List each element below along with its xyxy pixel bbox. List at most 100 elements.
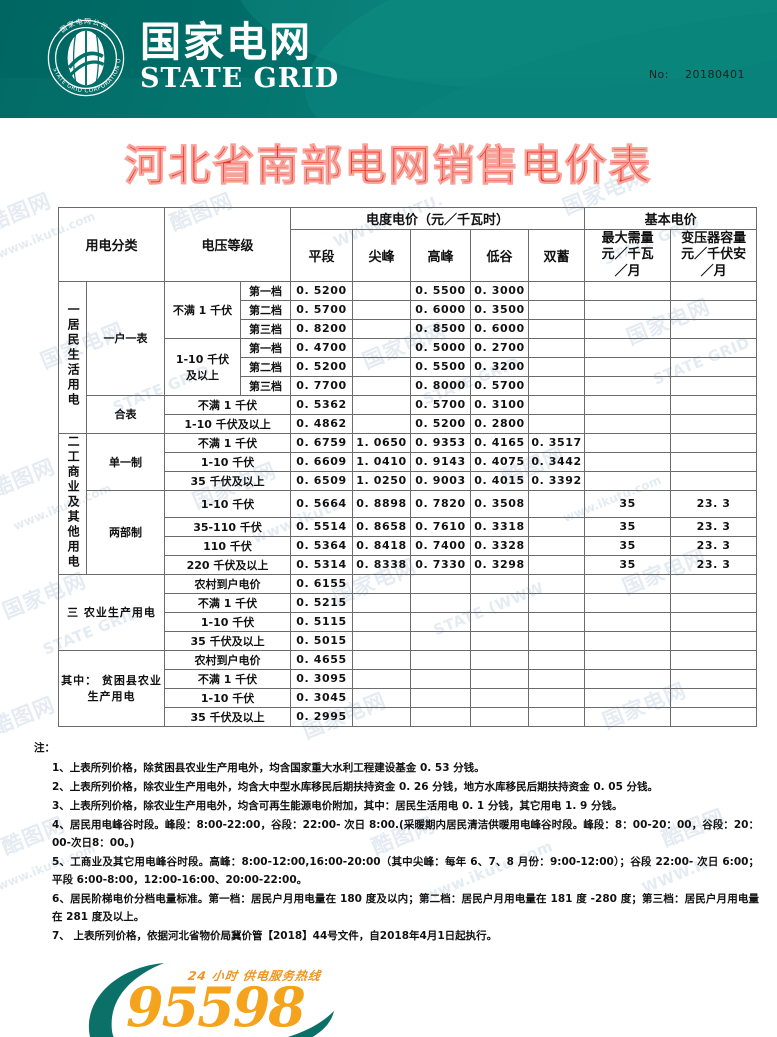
note-item: 3、上表所列价格，除农业生产用电外，均含可再生能源电价附加，其中：居民生活用电 …	[52, 799, 623, 812]
price-flat: 0. 5364	[290, 535, 354, 556]
document-number-value: 20180401	[685, 68, 745, 81]
price-sharp: 1. 0650	[352, 432, 412, 453]
table-row: 35 千伏及以上 0. 2995	[59, 706, 758, 727]
price-dual: 0. 3392	[528, 470, 586, 491]
price-capacity: 23. 3	[670, 489, 758, 518]
price-sharp	[352, 687, 412, 708]
page-title: 河北省南部电网销售电价表	[124, 141, 653, 191]
table-header-row-2: 平段 尖峰 高峰 低谷 双蓄 最大需量 元／千瓦 ／月 变压器容量 元／千伏安 …	[59, 229, 758, 282]
price-flat: 0. 5200	[290, 356, 354, 377]
price-sharp	[352, 592, 412, 613]
price-dual	[528, 649, 586, 670]
price-max-demand: 35	[584, 554, 672, 575]
price-valley	[470, 630, 530, 651]
note-item: 7、 上表所列价格，依据河北省物价局冀价管【2018】44号文件，自2018年4…	[52, 930, 498, 943]
price-flat: 0. 5514	[290, 516, 354, 537]
price-capacity	[670, 649, 758, 670]
price-high: 0. 8500	[410, 318, 472, 339]
price-flat: 0. 5215	[290, 592, 354, 613]
voltage-level-cell: 1-10 千伏	[164, 451, 292, 472]
price-flat: 0. 7700	[290, 375, 354, 396]
price-valley: 0. 4165	[470, 432, 530, 453]
price-high: 0. 6000	[410, 299, 472, 320]
table-row: 110 千伏 0. 5364 0. 8418 0. 7400 0. 3328 3…	[59, 535, 758, 556]
watermark-text: 酷图网	[0, 692, 59, 740]
price-max-demand: 35	[584, 489, 672, 518]
price-high: 0. 5500	[410, 280, 472, 301]
price-sharp	[352, 356, 412, 377]
tier-cell: 第一档	[240, 337, 292, 358]
tier-cell: 第二档	[240, 356, 292, 377]
price-dual	[528, 299, 586, 320]
price-flat: 0. 4655	[290, 649, 354, 670]
brand-logo: 国家电网公司 STATE GRID CORPORATION OF CHINA 国…	[44, 14, 340, 98]
hotline-number: 95598	[126, 975, 306, 1037]
th-valley: 低谷	[470, 229, 530, 282]
price-valley: 0. 3200	[470, 356, 530, 377]
price-flat: 0. 3045	[290, 687, 354, 708]
price-dual	[528, 413, 586, 434]
price-sharp	[352, 375, 412, 396]
price-dual: 0. 3442	[528, 451, 586, 472]
price-high: 0. 9003	[410, 470, 472, 491]
price-capacity	[670, 356, 758, 377]
price-dual	[528, 394, 586, 415]
price-high	[410, 687, 472, 708]
price-valley: 0. 3298	[470, 554, 530, 575]
price-high: 0. 7610	[410, 516, 472, 537]
price-max-demand	[584, 432, 672, 453]
price-capacity	[670, 470, 758, 491]
price-high: 0. 7400	[410, 535, 472, 556]
price-capacity	[670, 706, 758, 727]
price-sharp	[352, 413, 412, 434]
price-valley: 0. 3508	[470, 489, 530, 518]
price-flat: 0. 6509	[290, 470, 354, 491]
price-sharp: 0. 8658	[352, 516, 412, 537]
voltage-level-cell: 1-10 千伏	[164, 687, 292, 708]
brand-name-en: STATE GRID	[140, 62, 340, 94]
price-dual	[528, 592, 586, 613]
price-dual	[528, 535, 586, 556]
hotline-swoosh-icon	[88, 963, 334, 1037]
price-sharp	[352, 611, 412, 632]
price-max-demand: 35	[584, 516, 672, 537]
price-dual	[528, 630, 586, 651]
price-capacity: 23. 3	[670, 554, 758, 575]
price-sharp: 0. 8338	[352, 554, 412, 575]
table-row: 不满 1 千伏 0. 3095	[59, 668, 758, 689]
voltage-level-cell: 35 千伏及以上	[164, 470, 292, 491]
table-row: 第三档 0. 8200 0. 8500 0. 6000	[59, 318, 758, 339]
price-max-demand	[584, 299, 672, 320]
table-row: 35 千伏及以上 0. 5015	[59, 630, 758, 651]
price-capacity: 23. 3	[670, 535, 758, 556]
price-valley	[470, 649, 530, 670]
price-max-demand	[584, 649, 672, 670]
tier-cell: 第三档	[240, 318, 292, 339]
th-max-demand: 最大需量 元／千瓦 ／月	[584, 229, 672, 282]
price-sharp: 1. 0250	[352, 470, 412, 491]
price-capacity	[670, 413, 758, 434]
price-dual	[528, 375, 586, 396]
price-flat: 0. 5314	[290, 554, 354, 575]
notes-section: 注： 1、上表所列价格，除贫困县农业生产用电外，均含国家重大水利工程建设基金 0…	[34, 739, 759, 946]
th-high-peak: 高峰	[410, 229, 472, 282]
price-sharp	[352, 280, 412, 301]
subgroup-one-household-one-meter: 一户一表	[85, 280, 166, 396]
subgroup-combined-meter: 合表	[85, 394, 166, 434]
price-dual	[528, 337, 586, 358]
price-dual	[528, 611, 586, 632]
voltage-level-cell: 110 千伏	[164, 535, 292, 556]
voltage-level-cell: 不满 1 千伏	[164, 668, 292, 689]
price-max-demand	[584, 687, 672, 708]
th-max-demand-line3: ／月	[614, 263, 641, 279]
price-dual: 0. 3517	[528, 432, 586, 453]
price-high	[410, 573, 472, 594]
price-dual	[528, 554, 586, 575]
voltage-level-cell: 农村到户电价	[164, 573, 292, 594]
tier-cell: 第三档	[240, 375, 292, 396]
price-high	[410, 649, 472, 670]
price-sharp: 0. 8418	[352, 535, 412, 556]
section-label-commercial: 二工商业及其他用电	[58, 432, 87, 575]
price-valley: 0. 6000	[470, 318, 530, 339]
price-max-demand: 35	[584, 535, 672, 556]
